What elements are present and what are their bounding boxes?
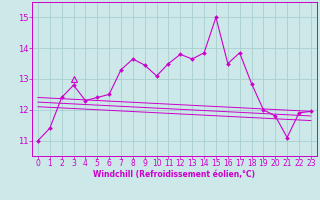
X-axis label: Windchill (Refroidissement éolien,°C): Windchill (Refroidissement éolien,°C) (93, 170, 255, 179)
